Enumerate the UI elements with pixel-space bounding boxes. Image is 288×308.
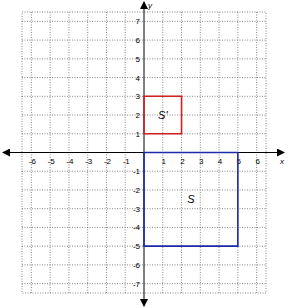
x-tick-label: 4 xyxy=(218,157,223,166)
y-tick-label: 2 xyxy=(136,111,141,120)
y-axis-label: y xyxy=(147,1,153,10)
x-axis xyxy=(3,152,144,153)
y-tick-label: -1 xyxy=(133,167,141,176)
x-tick-label: -4 xyxy=(66,157,74,166)
y-tick-label: -4 xyxy=(133,223,141,232)
x-tick-label: 6 xyxy=(255,157,260,166)
chart: -6-5-4-3-2-1123456-7-6-5-4-3-2-11234567x… xyxy=(0,0,288,308)
x-tick-label: 3 xyxy=(199,157,204,166)
y-tick-label: 5 xyxy=(136,55,141,64)
y-tick-label: 3 xyxy=(136,92,141,101)
shapes xyxy=(144,96,238,246)
shape-label: S xyxy=(187,193,195,205)
y-tick-label: 6 xyxy=(136,36,141,45)
y-tick-label: 4 xyxy=(136,74,141,83)
x-tick-label: -3 xyxy=(85,157,93,166)
y-tick-label: -7 xyxy=(133,280,141,289)
y-tick-label: -5 xyxy=(133,242,141,251)
y-tick-label: -3 xyxy=(133,205,141,214)
shape xyxy=(144,153,238,247)
x-tick-label: -6 xyxy=(29,157,37,166)
shape xyxy=(144,96,182,133)
y-tick-label: -2 xyxy=(133,186,141,195)
x-tick-label: -1 xyxy=(123,157,131,166)
x-tick-label: -2 xyxy=(104,157,112,166)
y-tick-label: 1 xyxy=(136,130,141,139)
x-axis-label: x xyxy=(279,157,285,166)
x-tick-label: 2 xyxy=(180,157,185,166)
x-tick-label: -5 xyxy=(48,157,56,166)
shape-labels: S S' xyxy=(158,109,195,205)
y-tick-label: -6 xyxy=(133,261,141,270)
shape-label: S' xyxy=(158,109,168,121)
y-tick-label: 7 xyxy=(136,17,141,26)
x-tick-label: 1 xyxy=(162,157,167,166)
